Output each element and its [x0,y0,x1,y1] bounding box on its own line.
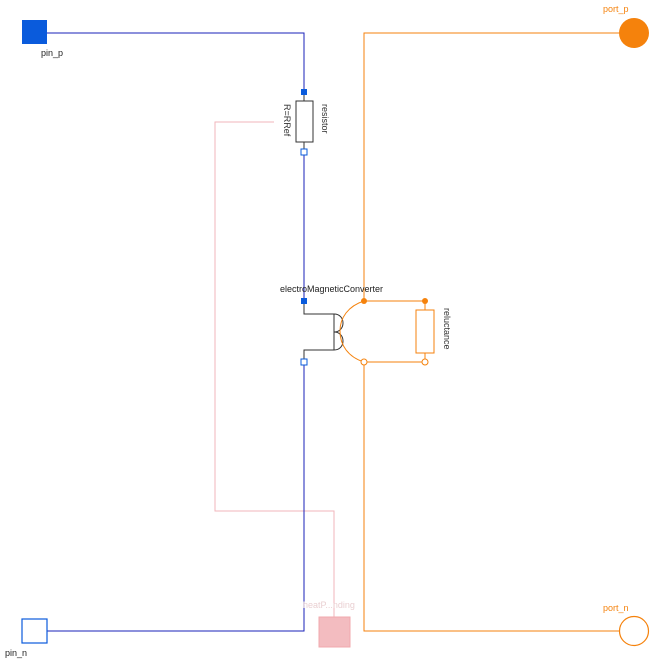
pin-n-port[interactable] [21,618,48,644]
converter-name-label: electroMagneticConverter [280,284,383,294]
magnetic-wiring [363,32,619,632]
heat-port-label: heatP...nding [303,600,355,610]
heat-connection [214,121,335,617]
converter-pin-p[interactable] [301,298,307,304]
pin-p-port[interactable] [22,20,47,44]
reluctance-name-label: reluctance [442,308,452,350]
port-n-label: port_n [603,603,629,613]
port-n-port[interactable] [618,615,650,647]
port-p-port[interactable] [619,18,649,48]
converter-port-p[interactable] [361,298,367,304]
resistor-pin-n[interactable] [300,148,308,156]
electromagnetic-converter[interactable] [300,298,368,366]
reluctance-port-n[interactable] [421,358,429,366]
reluctance-port-p[interactable] [422,298,428,304]
resistor[interactable] [295,89,314,156]
pin-p-label: pin_p [41,48,63,58]
reluctance[interactable] [415,298,435,366]
pin-n-label: pin_n [5,648,27,658]
electric-wiring [47,32,305,632]
resistor-pin-p[interactable] [301,89,307,95]
converter-pin-n[interactable] [300,358,308,366]
resistor-name-label: resistor [320,104,330,134]
resistor-param-label: R=RRef [282,104,292,137]
port-p-label: port_p [603,4,629,14]
heat-port[interactable] [318,616,351,648]
converter-port-n[interactable] [360,358,368,366]
